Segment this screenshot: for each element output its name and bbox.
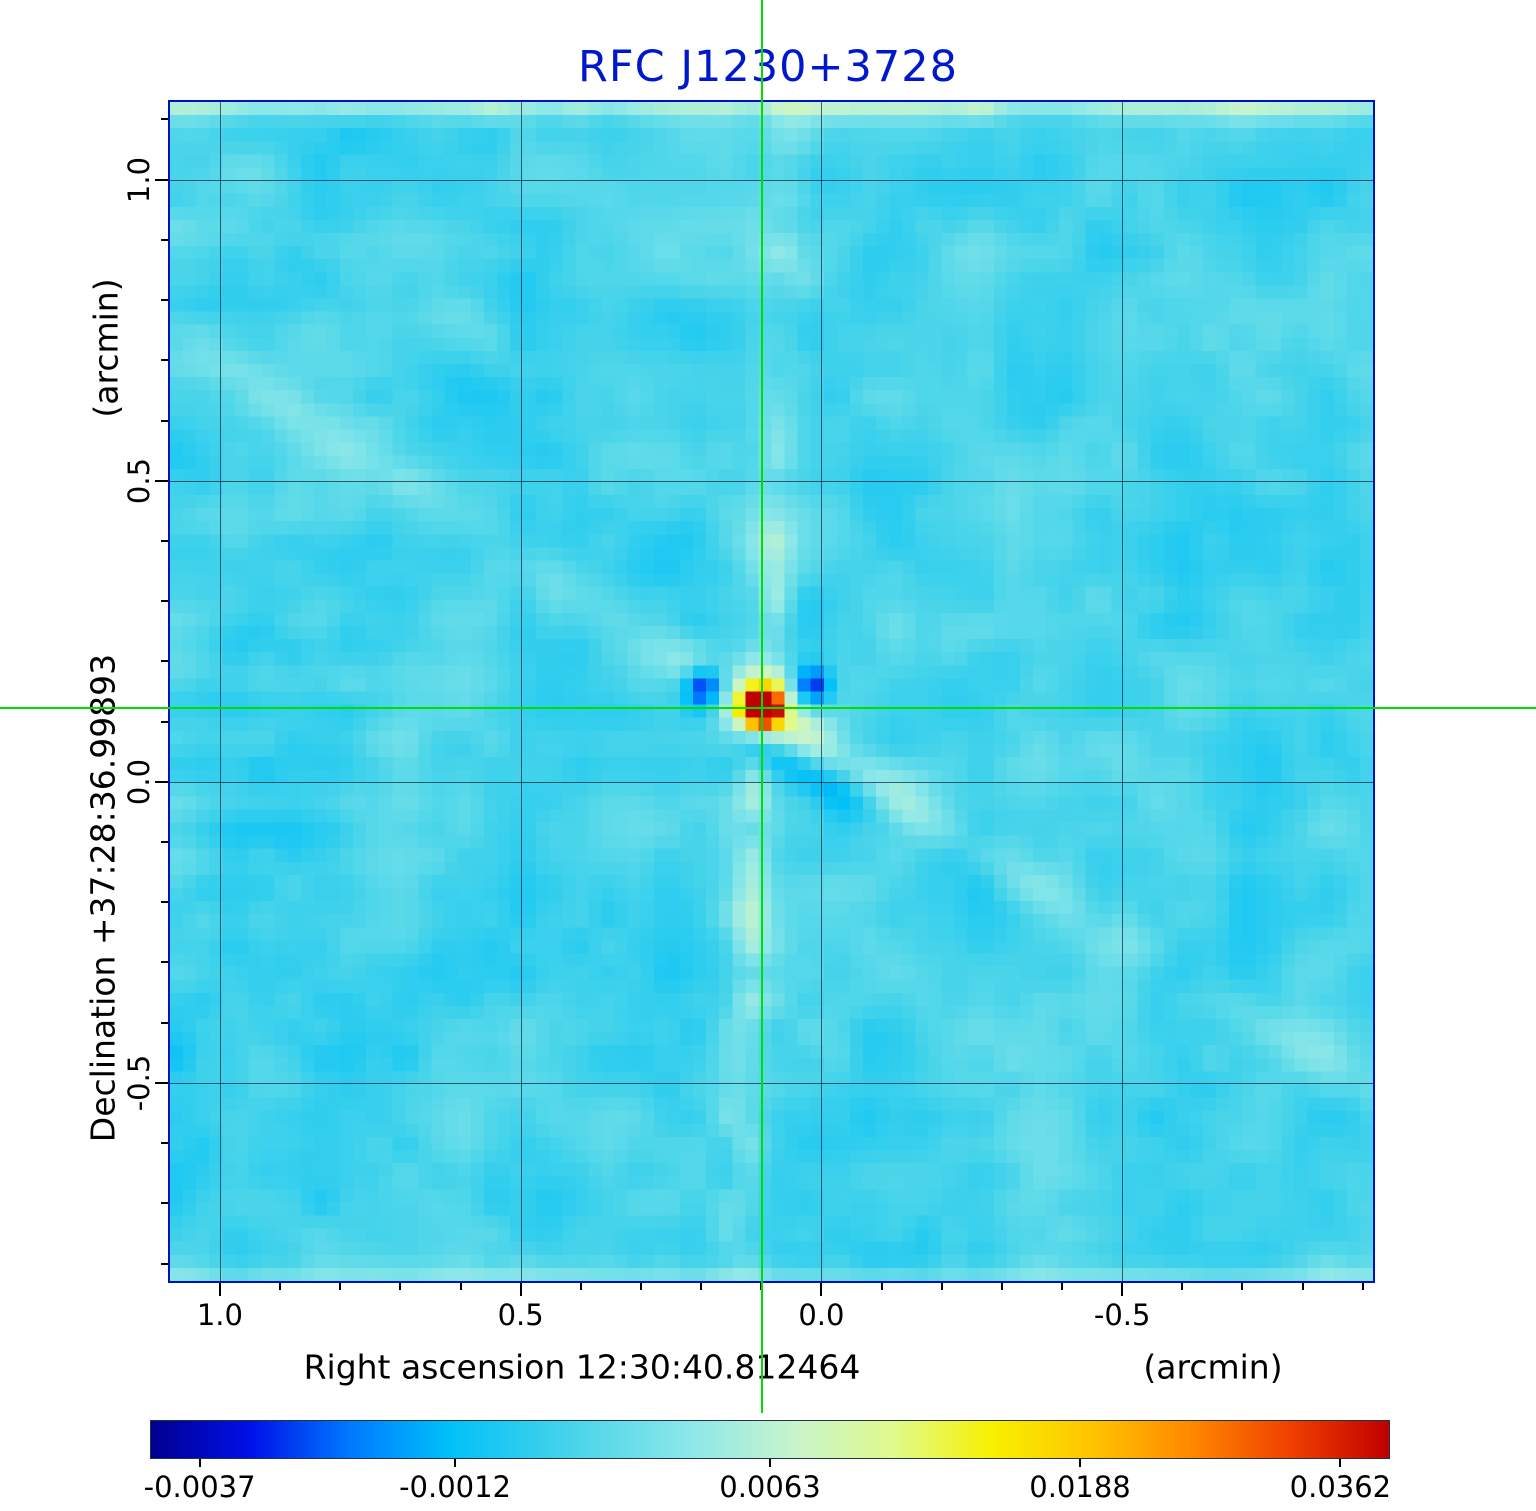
- radio-intensity-map: [170, 102, 1373, 1281]
- plot-title: RFC J1230+3728: [578, 42, 958, 92]
- grid-line-vertical: [821, 102, 823, 1281]
- grid-line-vertical: [1122, 102, 1124, 1281]
- y-tick-label: 1.0: [122, 156, 156, 203]
- x-minor-tick: [1361, 1283, 1364, 1290]
- y-major-tick: [155, 780, 168, 783]
- grid-line-horizontal: [170, 781, 1373, 783]
- y-minor-tick: [161, 359, 168, 362]
- colorbar-tick-label: -0.0037: [143, 1470, 256, 1504]
- y-minor-tick: [161, 118, 168, 121]
- x-axis-unit-label: (arcmin): [1143, 1347, 1283, 1387]
- y-tick-label: -0.5: [122, 1054, 156, 1112]
- x-minor-tick: [339, 1283, 342, 1290]
- x-minor-tick: [399, 1283, 402, 1290]
- x-minor-tick: [1301, 1283, 1304, 1290]
- x-minor-tick: [1181, 1283, 1184, 1290]
- x-major-tick: [820, 1283, 823, 1296]
- x-tick-label: 0.0: [798, 1298, 845, 1332]
- x-axis-label: Right ascension 12:30:40.812464: [303, 1347, 861, 1387]
- y-tick-label: 0.0: [122, 758, 156, 805]
- x-tick-label: -0.5: [1093, 1298, 1151, 1332]
- x-tick-label: 1.0: [196, 1298, 243, 1332]
- colorbar-tick: [454, 1459, 457, 1467]
- crosshair-horizontal-line: [0, 706, 1536, 709]
- x-minor-tick: [940, 1283, 943, 1290]
- y-tick-label: 0.5: [122, 457, 156, 504]
- x-minor-tick: [579, 1283, 582, 1290]
- y-minor-tick: [161, 419, 168, 422]
- image-panel: [168, 100, 1375, 1283]
- grid-line-vertical: [219, 102, 221, 1281]
- y-axis-unit-label: (arcmin): [86, 278, 126, 418]
- colorbar-tick: [1079, 1459, 1081, 1467]
- x-major-tick: [218, 1283, 221, 1296]
- y-minor-tick: [161, 238, 168, 241]
- colorbar-tick: [769, 1459, 771, 1467]
- x-minor-tick: [1000, 1283, 1003, 1290]
- y-minor-tick: [161, 1262, 168, 1265]
- grid-line-horizontal: [170, 1082, 1373, 1084]
- x-tick-label: 0.5: [497, 1298, 544, 1332]
- y-major-tick: [155, 479, 168, 482]
- y-major-tick: [155, 1081, 168, 1084]
- grid-line-horizontal: [170, 179, 1373, 181]
- y-minor-tick: [161, 1202, 168, 1205]
- colorbar-tick-label: -0.0012: [399, 1470, 511, 1504]
- colorbar-tick: [198, 1459, 201, 1467]
- grid-line-horizontal: [170, 480, 1373, 482]
- x-minor-tick: [279, 1283, 282, 1290]
- x-minor-tick: [880, 1283, 883, 1290]
- colorbar-tick-label: 0.0362: [1289, 1470, 1392, 1504]
- colorbar-tick-label: 0.0063: [719, 1470, 821, 1504]
- y-axis-label: Declination +37:28:36.99893: [83, 653, 123, 1143]
- x-minor-tick: [639, 1283, 642, 1290]
- y-minor-tick: [161, 901, 168, 904]
- y-major-tick: [155, 178, 168, 181]
- y-minor-tick: [161, 600, 168, 603]
- y-minor-tick: [161, 539, 168, 542]
- y-minor-tick: [161, 299, 168, 302]
- x-minor-tick: [1241, 1283, 1244, 1290]
- colorbar-tick-label: 0.0188: [1029, 1470, 1131, 1504]
- y-minor-tick: [161, 1021, 168, 1024]
- x-minor-tick: [459, 1283, 462, 1290]
- x-minor-tick: [700, 1283, 703, 1290]
- y-minor-tick: [161, 841, 168, 844]
- y-minor-tick: [161, 961, 168, 964]
- y-minor-tick: [161, 1142, 168, 1145]
- y-minor-tick: [161, 720, 168, 723]
- crosshair-vertical-line: [760, 0, 763, 1413]
- colorbar-tick: [1339, 1459, 1342, 1467]
- grid-line-vertical: [520, 102, 522, 1281]
- colorbar: [150, 1420, 1390, 1459]
- x-major-tick: [1121, 1283, 1124, 1296]
- x-minor-tick: [1061, 1283, 1064, 1290]
- x-major-tick: [519, 1283, 522, 1296]
- y-minor-tick: [161, 660, 168, 663]
